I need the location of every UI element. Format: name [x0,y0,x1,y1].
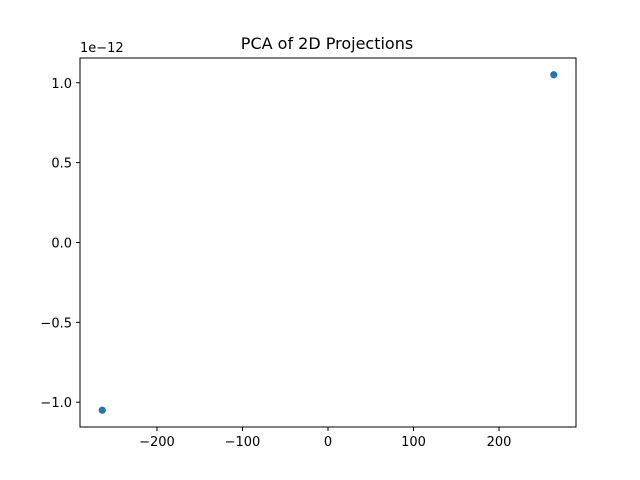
y-tick-label: 0.5 [51,157,72,172]
y-axis-offset-label: 1e−12 [80,41,124,56]
x-tick-label: −100 [225,435,261,450]
plot-area-frame [79,57,577,428]
chart-title: PCA of 2D Projections [241,34,413,53]
x-tick-label: −200 [139,435,175,450]
x-tick-label: 200 [487,435,512,450]
y-tick-label: 1.0 [51,77,72,92]
x-tick-label: 100 [401,435,426,450]
x-axis: −200 −100 0 100 200 [139,427,511,450]
x-tick-label: 0 [324,435,332,450]
y-axis: −1.0 −0.5 0.0 0.5 1.0 [40,77,80,411]
data-points [98,71,558,414]
y-tick-label: 0.0 [51,237,72,252]
y-tick-label: −0.5 [40,316,72,331]
scatter-point [550,71,558,79]
y-tick-label: −1.0 [40,396,72,411]
scatter-point [98,406,106,414]
